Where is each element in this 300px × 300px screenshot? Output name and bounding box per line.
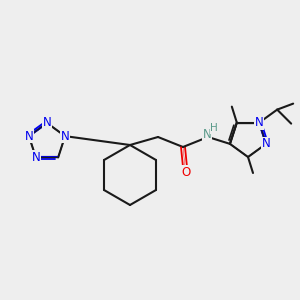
Text: N: N: [262, 137, 270, 150]
Text: H: H: [210, 123, 218, 133]
Text: N: N: [255, 116, 263, 129]
Text: O: O: [182, 166, 190, 178]
Text: N: N: [61, 130, 69, 142]
Text: N: N: [25, 130, 33, 142]
Text: N: N: [43, 116, 51, 130]
Text: N: N: [202, 128, 211, 142]
Text: N: N: [32, 151, 40, 164]
